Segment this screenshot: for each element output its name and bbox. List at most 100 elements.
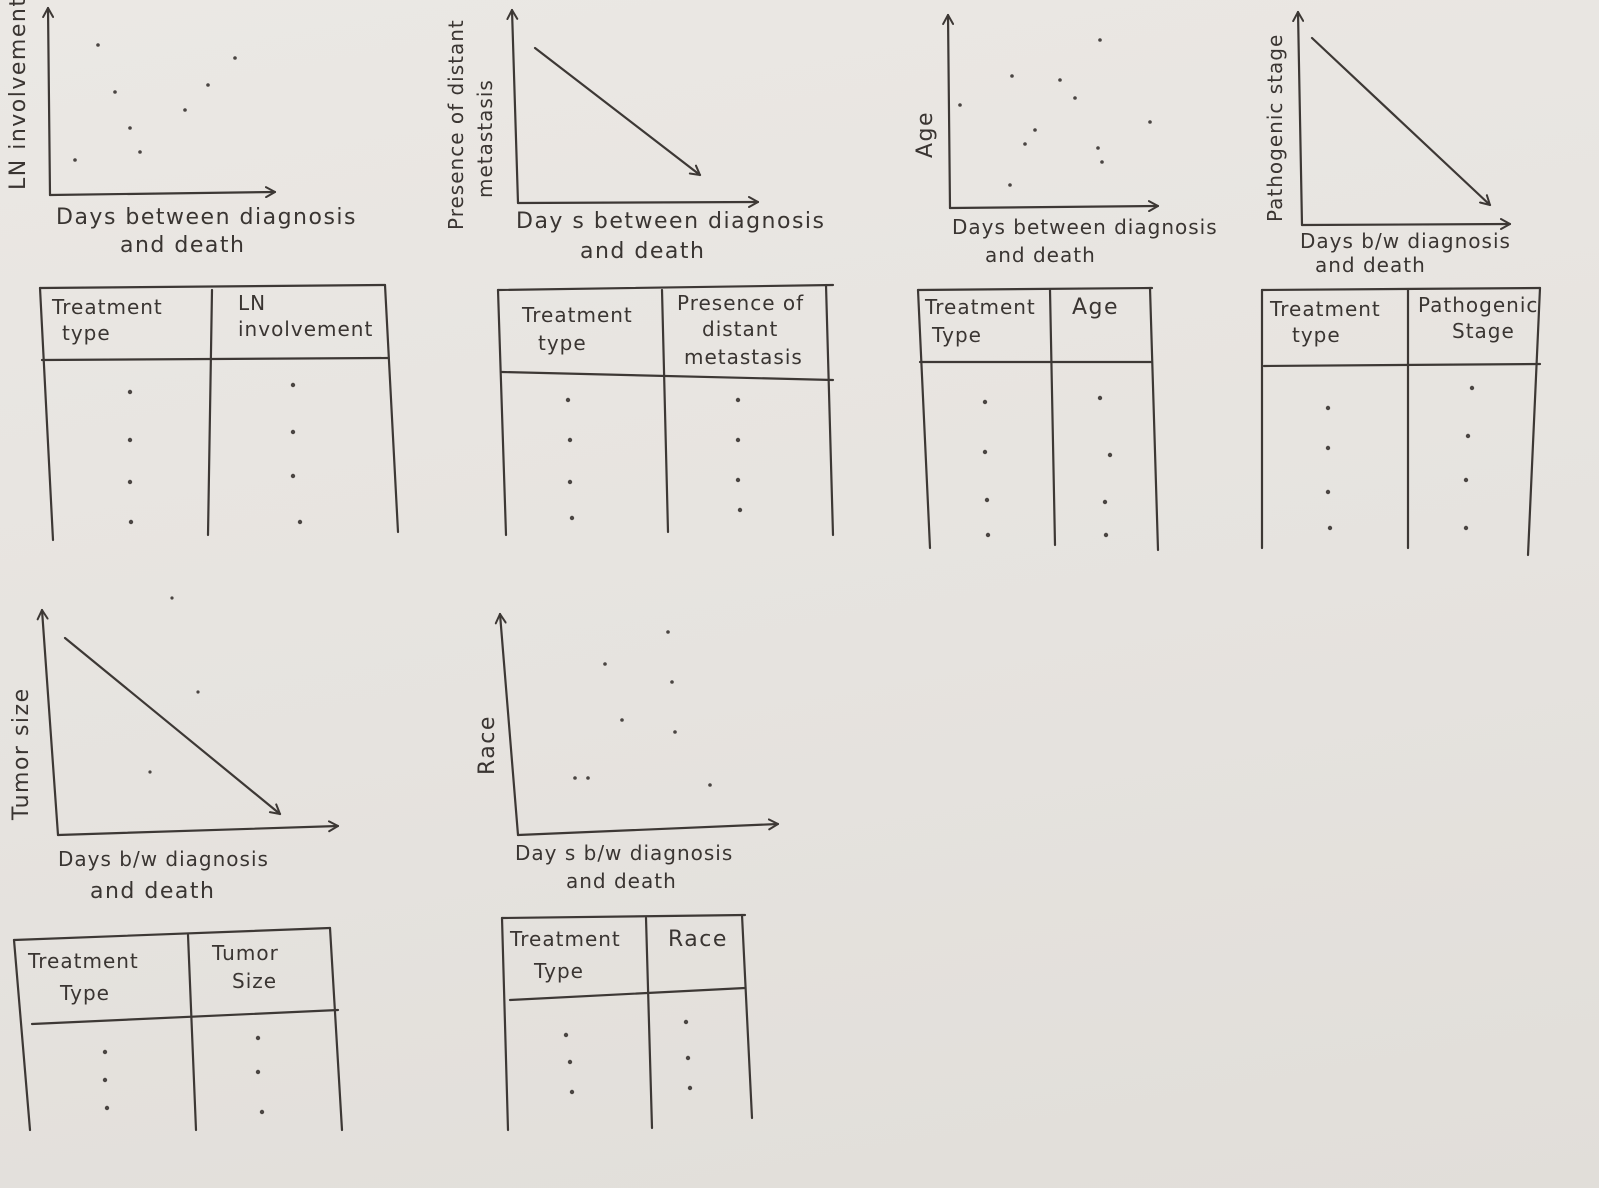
ln-table-col1-line2: type (62, 321, 111, 345)
stage-table-col1-line2: type (1292, 323, 1341, 347)
race-table-top (500, 913, 747, 920)
metastasis-table-divider (660, 288, 670, 534)
ln-point (233, 56, 237, 60)
tumor-y-label: Tumor size (9, 687, 34, 821)
metastasis-table-dot (735, 477, 741, 483)
age-point (1058, 78, 1062, 82)
stage-table-dots (1325, 385, 1475, 531)
stage-y-axis (1292, 10, 1305, 227)
ln-table-dot (297, 519, 303, 525)
race-table-dot (687, 1085, 693, 1091)
ln-table-right (383, 283, 400, 534)
ln-table-top (38, 283, 387, 290)
age-table-dot (1102, 499, 1108, 505)
metastasis-y-axis (506, 8, 520, 205)
age-table-dot (982, 449, 988, 455)
race-point (670, 680, 674, 684)
stage-table-col2-line2: Stage (1452, 319, 1515, 343)
metastasis-table-col1-line1: Treatment (521, 303, 633, 327)
metastasis-table-dot (735, 397, 741, 403)
tumor-table-dot (104, 1105, 110, 1111)
race-table-col1-line1: Treatment (509, 927, 621, 951)
stage-x-label-line2: and death (1315, 253, 1426, 277)
race-table-dot (567, 1059, 573, 1065)
stage-table-dot (1327, 525, 1333, 531)
age-table-left (916, 288, 932, 550)
tumor-x-axis (56, 820, 340, 837)
race-scatter-points (573, 630, 712, 787)
race-table-left (500, 916, 510, 1132)
ln-point (96, 43, 100, 47)
ln-table-col2-line1: LN (238, 291, 266, 315)
tumor-table-dot (255, 1035, 261, 1041)
race-table-right (740, 913, 754, 1120)
tumor-table-dot (102, 1049, 108, 1055)
ln-table-dot (127, 479, 133, 485)
tumor-table-top (12, 926, 332, 942)
metastasis-table-dot (569, 515, 575, 521)
metastasis-y-label-line1: Presence of distant (444, 19, 468, 230)
ln-table-dot (290, 382, 296, 388)
sketch-ln: LN involvement Days between diagnosis an… (6, 0, 400, 542)
age-y-label: Age (913, 111, 938, 158)
race-x-label-line2: and death (566, 869, 677, 893)
tumor-table-col1-line2: Type (59, 981, 110, 1005)
ln-scatter-points (73, 43, 237, 162)
stage-table-dot (1463, 525, 1469, 531)
ln-point (128, 126, 132, 130)
age-table-dot (985, 532, 991, 538)
metastasis-table-col2-line1: Presence of (677, 291, 804, 315)
tumor-table-left (12, 938, 32, 1132)
race-y-axis (494, 612, 520, 837)
metastasis-table-dots (565, 397, 743, 521)
tumor-table-dots (102, 1035, 265, 1115)
tumor-stray-point (196, 690, 200, 694)
tumor-table-divider (186, 933, 198, 1132)
sketch-stage: Pathogenic stage Days b/w diagnosis and … (1260, 10, 1542, 557)
age-x-label-line2: and death (985, 243, 1096, 267)
sketch-metastasis: Presence of distant metastasis Day s bet… (444, 8, 835, 537)
stage-x-axis (1300, 218, 1512, 231)
ln-y-axis (42, 6, 55, 197)
stage-table-top (1260, 286, 1542, 292)
stage-table-dot (1469, 385, 1475, 391)
age-x-axis (948, 200, 1160, 213)
stage-table-dot (1325, 489, 1331, 495)
age-point (958, 103, 962, 107)
race-table-dots (563, 1019, 693, 1095)
ln-table: Treatment type LN involvement (38, 283, 400, 542)
age-point (1073, 96, 1077, 100)
metastasis-table-dot (737, 507, 743, 513)
race-point (666, 630, 670, 634)
tumor-table-header-rule (30, 1008, 340, 1026)
tumor-graph: Tumor size Days b/w diagnosis and death (9, 596, 340, 904)
metastasis-x-label-line2: and death (580, 239, 705, 264)
race-point (708, 783, 712, 787)
tumor-x-label-line1: Days b/w diagnosis (58, 847, 269, 871)
age-table-dot (982, 399, 988, 405)
ln-table-dot (128, 519, 134, 525)
metastasis-table-dot (567, 437, 573, 443)
age-graph: Age Days between diagnosis and death (913, 13, 1218, 267)
age-table-dot (1097, 395, 1103, 401)
stage-table: Treatment type Pathogenic Stage (1260, 286, 1542, 557)
age-table-divider (1048, 288, 1057, 547)
race-graph: Race Day s b/w diagnosis and death (475, 612, 780, 893)
age-point (1148, 120, 1152, 124)
tumor-table-col2-line1: Tumor (211, 941, 279, 965)
metastasis-table-col2-line2: distant (702, 317, 778, 341)
stage-table-col1-line1: Treatment (1269, 297, 1381, 321)
stage-table-dot (1465, 433, 1471, 439)
race-point (573, 776, 577, 780)
ln-table-dot (290, 429, 296, 435)
stage-table-header-rule (1262, 362, 1542, 368)
sketch-race: Race Day s b/w diagnosis and death Treat… (475, 612, 780, 1132)
age-x-label-line1: Days between diagnosis (952, 215, 1218, 239)
ln-x-axis (48, 186, 277, 199)
race-table-col2-line1: Race (668, 927, 728, 952)
age-point (1023, 142, 1027, 146)
race-x-axis (516, 818, 780, 837)
ln-graph: LN involvement Days between diagnosis an… (6, 0, 356, 258)
ln-x-label-line2: and death (120, 233, 245, 258)
